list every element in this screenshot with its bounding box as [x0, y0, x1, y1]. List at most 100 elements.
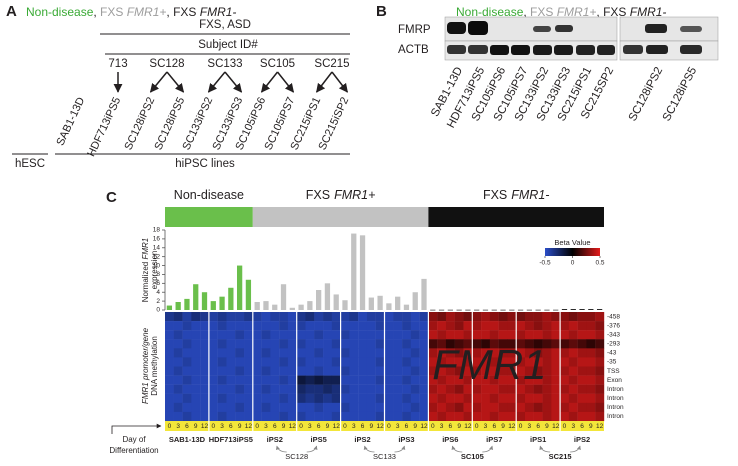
subject-label: SC133 [373, 452, 396, 461]
heatmap-cell [586, 411, 596, 422]
heatmap-cell [173, 312, 183, 322]
heatmap-cell [182, 393, 192, 404]
heatmap-cell [489, 393, 499, 404]
bar [526, 309, 533, 311]
heatmap-cell [173, 366, 183, 376]
heatmap-cell [410, 330, 420, 340]
bar [359, 235, 366, 310]
subject-label: SC128 [149, 58, 184, 70]
heatmap-cell [208, 402, 218, 413]
heatmap-cell [393, 366, 403, 376]
heatmap-cell [454, 393, 464, 404]
heatmap-cell [314, 366, 324, 376]
day-label: 6 [317, 423, 321, 430]
group-band [252, 207, 429, 227]
heatmap-cell [217, 393, 227, 404]
heatmap-cell [595, 357, 605, 367]
day-label: 12 [333, 423, 341, 430]
heatmap-cell [235, 375, 245, 385]
heatmap-cell [279, 330, 289, 340]
day-label: 12 [552, 423, 560, 430]
heatmap-cell [349, 366, 359, 376]
subject-label: SC215 [314, 58, 349, 70]
heatmap-cell [419, 321, 429, 331]
group-band [428, 207, 604, 227]
heatmap-cell [314, 330, 324, 340]
x-axis-label: Day of [122, 435, 146, 444]
heatmap-cell [577, 411, 587, 422]
heatmap-cell [568, 402, 578, 413]
heatmap-cell [252, 357, 262, 367]
bar [438, 309, 445, 311]
heatmap-cell [314, 375, 324, 385]
heatmap-cell [516, 393, 526, 404]
day-label: 12 [289, 423, 297, 430]
heatmap-cell [595, 339, 605, 349]
heatmap-cell [217, 312, 227, 322]
heatmap-overlay: FMR1 [432, 341, 546, 388]
y-tick-label: 12 [153, 253, 161, 260]
subject-arrow [275, 445, 287, 453]
heatmap-cell [419, 348, 429, 358]
heatmap-cell [498, 393, 508, 404]
heatmap-cell [437, 312, 447, 322]
y-tick-label: 10 [153, 262, 161, 269]
heatmap-cell [533, 312, 543, 322]
heatmap-cell [516, 312, 526, 322]
day-label: 3 [484, 423, 488, 430]
day-label: 12 [508, 423, 516, 430]
heatmap-cell [402, 375, 412, 385]
blot-row-label: ACTB [398, 44, 429, 56]
heatmap-cell [252, 375, 262, 385]
day-label: 9 [194, 423, 198, 430]
heatmap-cell [481, 330, 491, 340]
heatmap-cell [410, 366, 420, 376]
heatmap-cell [252, 402, 262, 413]
heatmap-cell [498, 411, 508, 422]
day-label: 0 [255, 423, 259, 430]
heatmap-cell [489, 411, 499, 422]
heatmap-cell [296, 330, 306, 340]
heatmap-cell [463, 411, 473, 422]
day-label: 6 [361, 423, 365, 430]
heatmap-cell [217, 384, 227, 394]
heatmap-cell [349, 384, 359, 394]
bar [236, 265, 243, 310]
heatmap-cell [182, 348, 192, 358]
hesc-label: hESC [15, 158, 45, 170]
heatmap-cell [551, 402, 561, 413]
heatmap-cell [551, 348, 561, 358]
heatmap-cell [305, 384, 315, 394]
heatmap-cell [586, 393, 596, 404]
heatmap-cell [244, 321, 253, 331]
heatmap-cell [358, 357, 368, 367]
heatmap-cell [358, 393, 368, 404]
heatmap-cell [182, 375, 192, 385]
legend-part: FMR1+ [557, 5, 597, 19]
heatmap-cell [437, 375, 447, 385]
heatmap-cell [358, 375, 368, 385]
heatmap-cell [235, 312, 245, 322]
heatmap-cell [270, 402, 280, 413]
day-label: 9 [282, 423, 286, 430]
heatmap-cell [445, 375, 455, 385]
arrow [331, 71, 348, 93]
heatmap-cell [287, 330, 297, 340]
heatmap-cell [577, 321, 587, 331]
heatmap-cell [568, 339, 578, 349]
heatmap-cell [489, 357, 499, 367]
heatmap-cell [296, 402, 306, 413]
heatmap-cell [472, 366, 482, 376]
heatmap-cell [200, 366, 210, 376]
heatmap-cell [498, 402, 508, 413]
heatmap-cell [358, 348, 368, 358]
colorbar-title: Beta Value [554, 238, 590, 247]
heatmap-cell [358, 339, 368, 349]
heatmap-cell [270, 339, 280, 349]
heatmap-cell [551, 366, 561, 376]
heatmap-cell [393, 348, 403, 358]
heatmap-cell [402, 330, 412, 340]
heatmap-cell [507, 411, 517, 422]
colorbar [545, 248, 600, 256]
heatmap-cell [463, 312, 473, 322]
